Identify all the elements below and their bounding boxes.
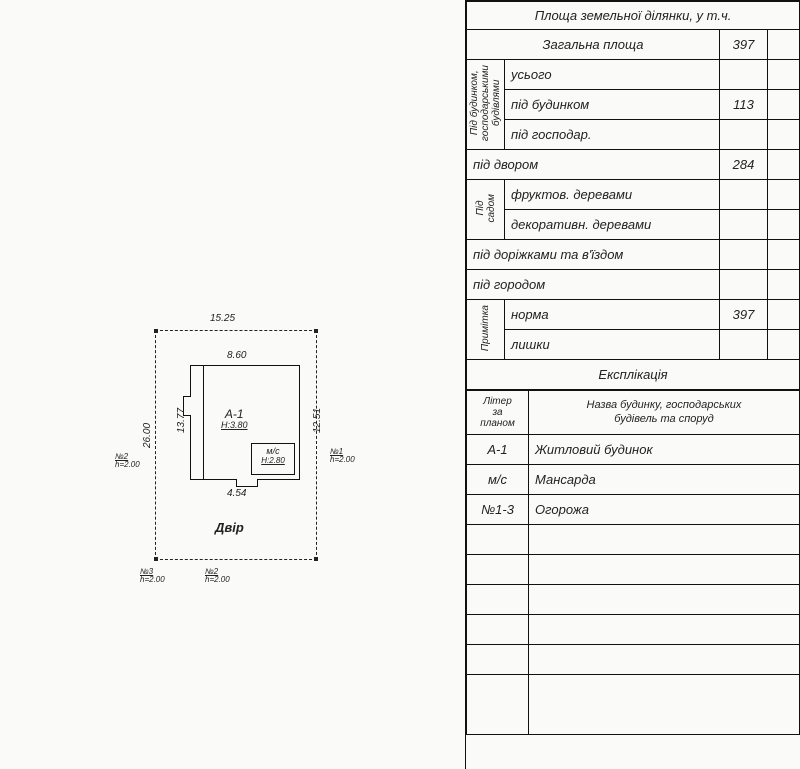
exp-row-blank (467, 555, 800, 585)
fence-3: №3 h=2.00 (140, 568, 165, 584)
row-dekorat: декоративн. деревами (467, 210, 800, 240)
exp-row-blank (467, 585, 800, 615)
row-pid-dvorom: під двором 284 (467, 150, 800, 180)
cell-pid-dvorom: під двором (467, 150, 720, 180)
a1-h: H:3.80 (221, 421, 248, 431)
mc-label: м/с (252, 446, 294, 456)
row-lyshky: лишки (467, 330, 800, 360)
plan-panel: 15.25 26.00 A-1 H:3.80 м/с H:2.80 8 (0, 0, 465, 769)
exp-row: м/с Мансарда (467, 465, 800, 495)
dim-bldg-bottom: 4.54 (227, 488, 246, 499)
cell-norma: норма (505, 300, 720, 330)
dim-plot-height: 26.00 (142, 423, 153, 448)
exp-row-blank (467, 675, 800, 735)
row-pid-budynkom: під будинком 113 (467, 90, 800, 120)
plan-drawing: 15.25 26.00 A-1 H:3.80 м/с H:2.80 8 (115, 310, 345, 600)
vert-prymitka: Примітка (467, 300, 505, 360)
vert-pid-sadom: Підсадом (467, 180, 505, 240)
exp-h2: Назва будинку, господарськихбудівель та … (529, 391, 800, 435)
table-panel: Площа земельної ділянки, у т.ч. Загальна… (465, 0, 800, 769)
row-fruktov: Підсадом фруктов. деревами (467, 180, 800, 210)
mc-box: м/с H:2.80 (251, 443, 295, 475)
exp-header-row: Літерзапланом Назва будинку, господарськ… (467, 391, 800, 435)
exp-h1: Літерзапланом (467, 391, 529, 435)
row-total-area: Загальна площа 397 (467, 30, 800, 60)
table-title: Площа земельної ділянки, у т.ч. (467, 2, 800, 30)
exp-name: Житловий будинок (529, 435, 800, 465)
fence-4: №2 h=2.00 (205, 568, 230, 584)
cell-total-value: 397 (720, 30, 768, 60)
explication-table: Літерзапланом Назва будинку, господарськ… (466, 390, 800, 735)
exp-name: Мансарда (529, 465, 800, 495)
cell-fruktov: фруктов. деревами (505, 180, 720, 210)
cell-dorizhky: під доріжками та в'їздом (467, 240, 720, 270)
row-usogo: Під будинком,господарськимибудівлями усь… (467, 60, 800, 90)
page: 15.25 26.00 A-1 H:3.80 м/с H:2.80 8 (0, 0, 800, 769)
cell-blank (768, 30, 800, 60)
row-pid-gospodar: під господар. (467, 120, 800, 150)
row-dorizhky: під доріжками та в'їздом (467, 240, 800, 270)
table-title-row: Площа земельної ділянки, у т.ч. (467, 2, 800, 30)
mc-h: H:2.80 (252, 456, 294, 465)
row-norma: Примітка норма 397 (467, 300, 800, 330)
dim-plot-width: 15.25 (210, 313, 235, 324)
exp-liter: м/с (467, 465, 529, 495)
row-gorodom: під городом (467, 270, 800, 300)
exp-row: А-1 Житловий будинок (467, 435, 800, 465)
dim-bldg-right: 12.51 (312, 408, 323, 433)
exp-row: №1-3 Огорожа (467, 495, 800, 525)
cell-gorodom: під городом (467, 270, 720, 300)
exp-liter: №1-3 (467, 495, 529, 525)
cell-pid-budynkom: під будинком (505, 90, 720, 120)
vert-pid-bud: Під будинком,господарськимибудівлями (467, 60, 505, 150)
area-table: Площа земельної ділянки, у т.ч. Загальна… (466, 1, 800, 390)
building-outline: A-1 H:3.80 м/с H:2.80 (190, 365, 300, 480)
exp-row-blank (467, 615, 800, 645)
cell-usogo: усього (505, 60, 720, 90)
exp-row-blank (467, 525, 800, 555)
dim-bldg-left: 13.77 (176, 408, 187, 433)
exp-row-blank (467, 645, 800, 675)
fence-1: №1 h=2.00 (330, 448, 355, 464)
cell-total-label: Загальна площа (467, 30, 720, 60)
fence-2: №2 h=2.00 (115, 453, 140, 469)
dim-bldg-width: 8.60 (227, 350, 246, 361)
cell-norma-val: 397 (720, 300, 768, 330)
cell-pid-gospodar: під господар. (505, 120, 720, 150)
cell-lyshky: лишки (505, 330, 720, 360)
dvir-label: Двір (215, 520, 244, 535)
exp-liter: А-1 (467, 435, 529, 465)
exp-name: Огорожа (529, 495, 800, 525)
cell-pid-budynkom-val: 113 (720, 90, 768, 120)
cell-pid-dvorom-val: 284 (720, 150, 768, 180)
row-eksplikatsia: Експлікація (467, 360, 800, 390)
cell-dekorat: декоративн. деревами (505, 210, 720, 240)
cell-eksplikatsia: Експлікація (467, 360, 800, 390)
a1-label: A-1 H:3.80 (221, 408, 248, 431)
